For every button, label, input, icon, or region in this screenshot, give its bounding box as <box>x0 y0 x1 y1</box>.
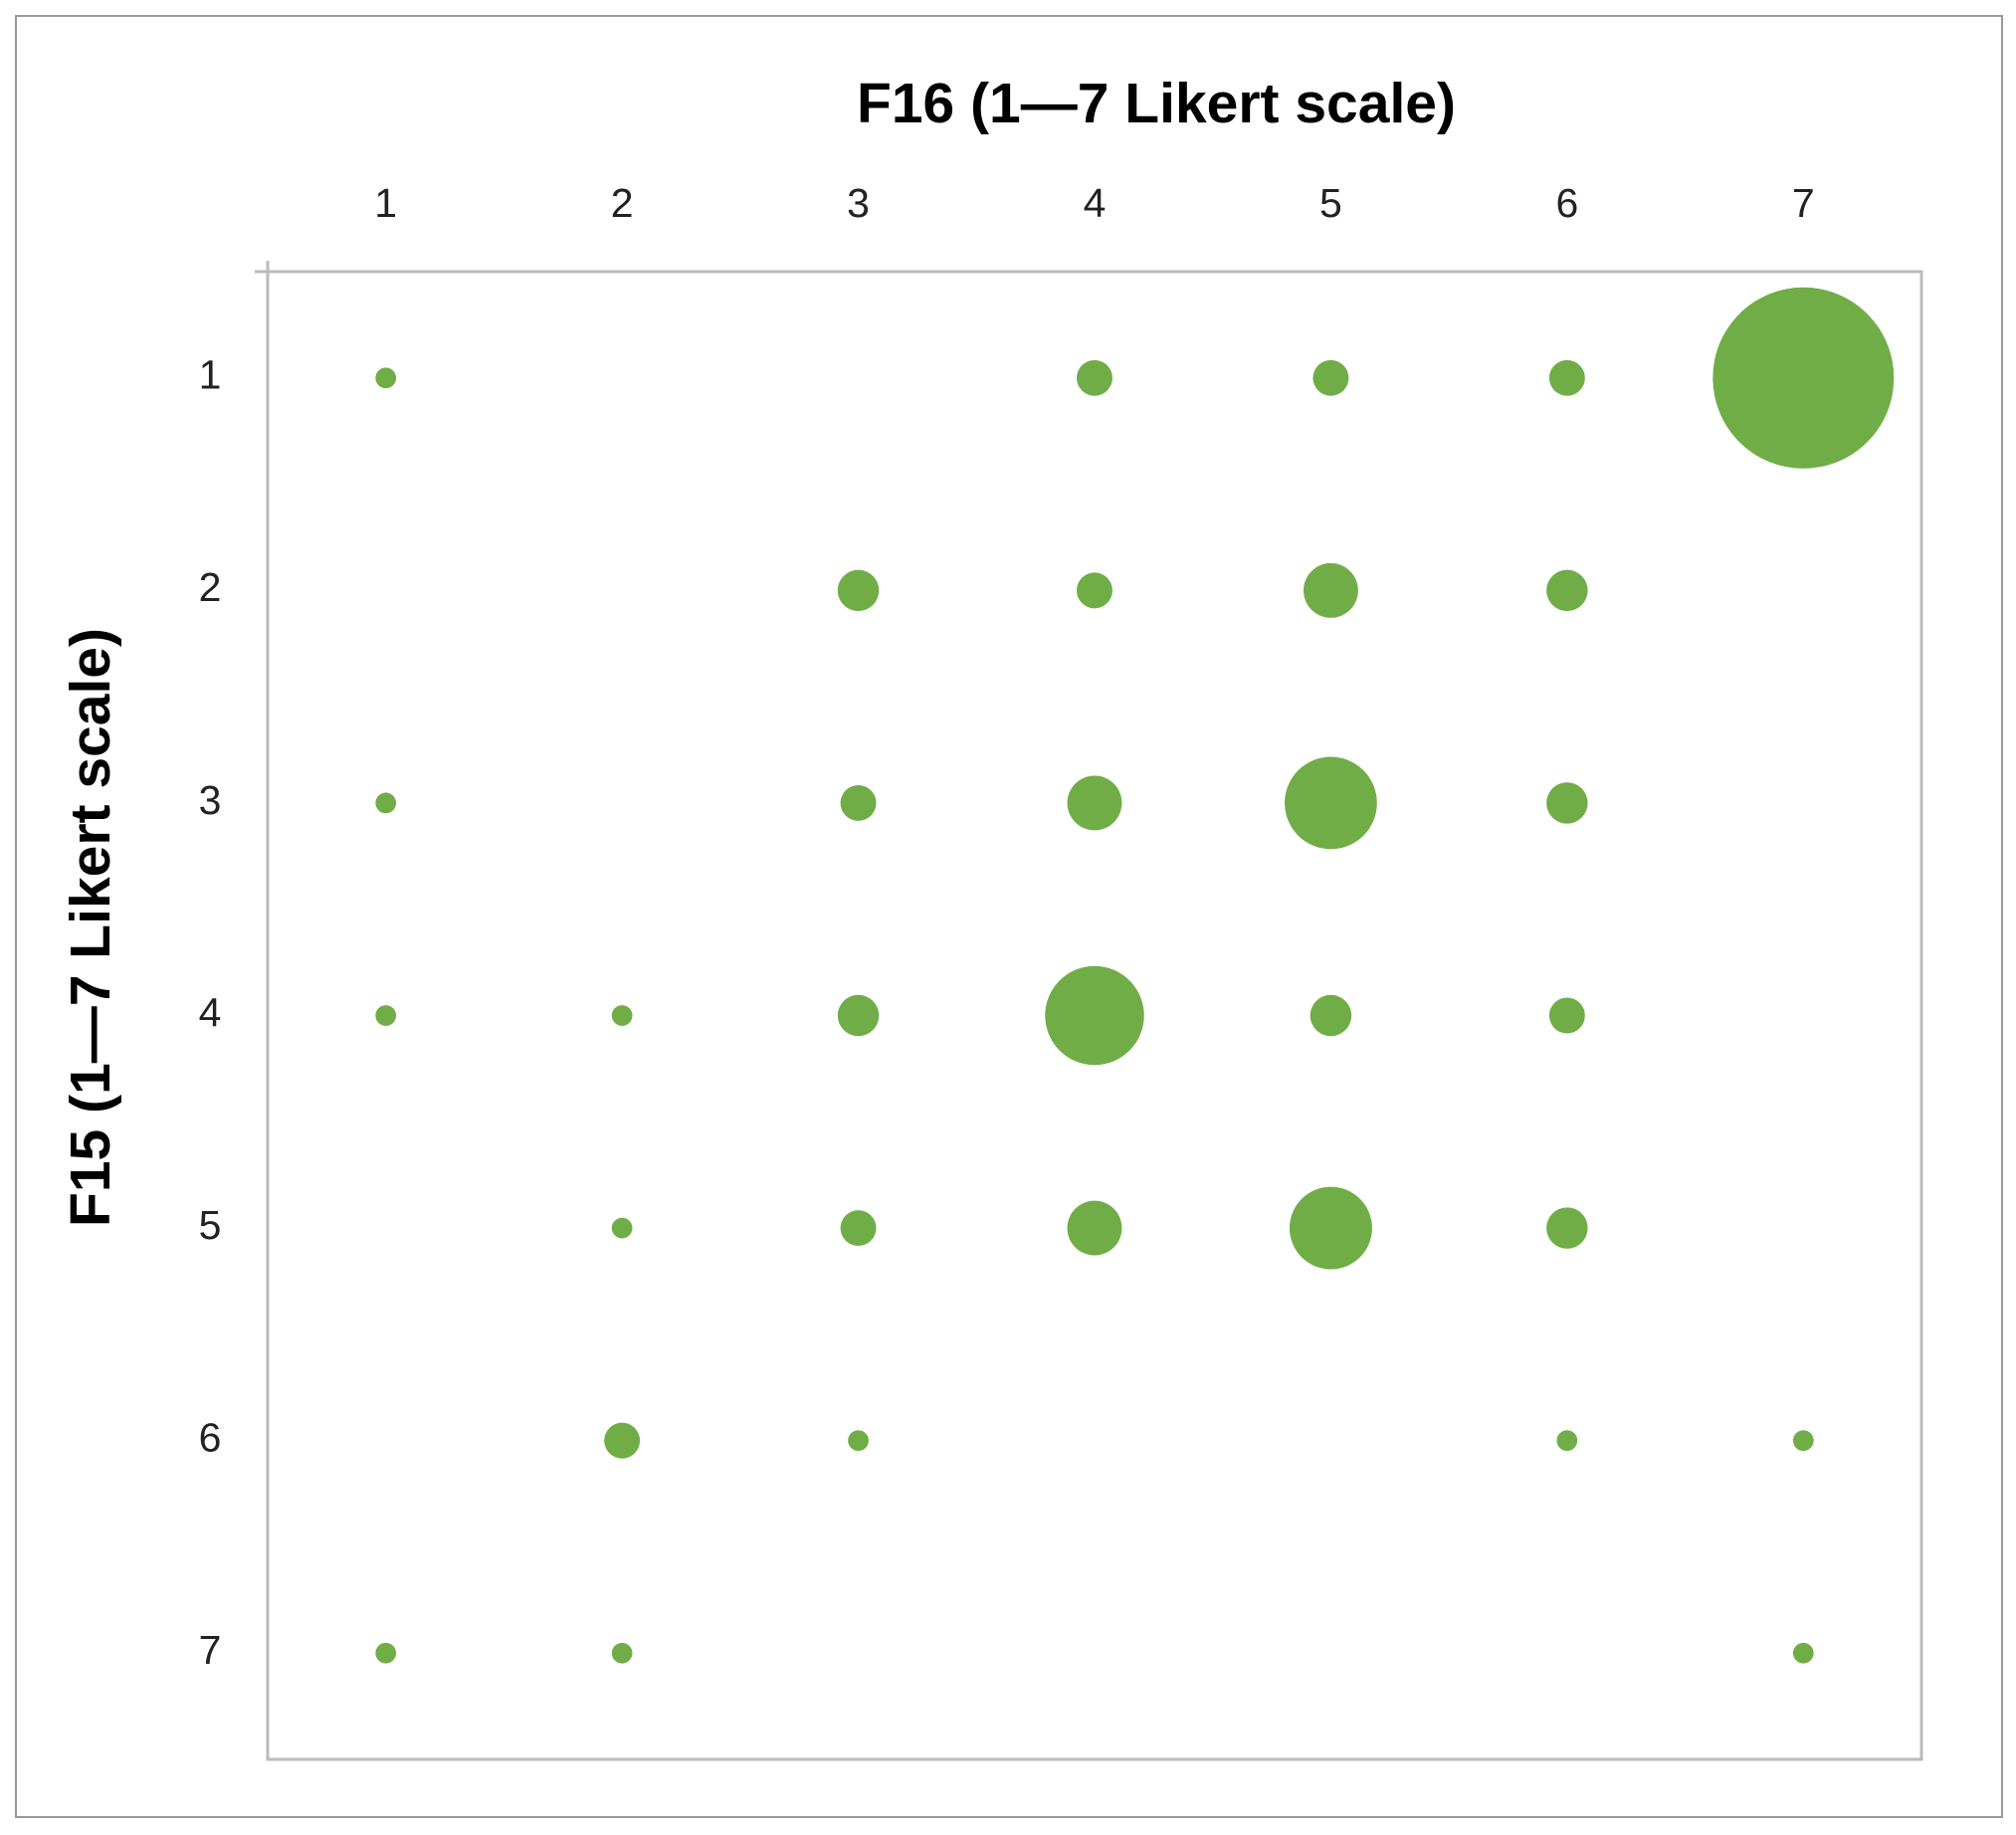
y-tick-label: 2 <box>199 564 222 610</box>
x-tick-label: 5 <box>1319 180 1342 226</box>
x-tick-label: 1 <box>374 180 397 226</box>
bubble <box>1546 569 1588 612</box>
bubble <box>1713 287 1895 469</box>
bubble <box>375 1642 397 1664</box>
bubble <box>375 792 397 814</box>
bubble <box>1546 782 1588 824</box>
frame <box>15 15 2003 1818</box>
bubble <box>611 1005 633 1026</box>
y-tick-label: 4 <box>199 989 222 1035</box>
y-tick-label: 3 <box>199 777 222 823</box>
bubble <box>1792 1430 1814 1452</box>
bubble <box>1546 1207 1588 1249</box>
bubble <box>1303 562 1358 618</box>
x-tick-label: 7 <box>1792 180 1815 226</box>
plot-area <box>266 270 1923 1761</box>
bubble <box>1067 775 1122 831</box>
bubble <box>840 1210 877 1247</box>
y-tick-label: 5 <box>199 1202 222 1248</box>
bubble <box>1077 572 1112 609</box>
bubble <box>1077 359 1112 396</box>
bubble <box>1285 756 1377 850</box>
y-tick-label: 7 <box>199 1627 222 1673</box>
bubble <box>1045 965 1144 1066</box>
bubble <box>837 994 880 1037</box>
y-tick-label: 6 <box>199 1414 222 1460</box>
y-tick-label: 1 <box>199 352 222 398</box>
bubble <box>840 784 877 821</box>
x-tick-label: 2 <box>611 180 634 226</box>
bubble <box>1792 1642 1814 1664</box>
bubble <box>375 367 397 389</box>
bubble <box>604 1422 641 1459</box>
x-tick-label: 6 <box>1555 180 1578 226</box>
bubble <box>1310 994 1352 1037</box>
bubble <box>1548 359 1585 396</box>
y-axis-title: F15 (1—7 Likert scale) <box>59 628 122 1227</box>
bubble <box>1548 997 1585 1034</box>
bubble <box>848 1430 869 1452</box>
chart-title: F16 (1—7 Likert scale) <box>857 72 1456 135</box>
bubble <box>1067 1200 1122 1256</box>
bubble <box>1556 1430 1578 1452</box>
x-tick-label: 4 <box>1084 180 1107 226</box>
bubble <box>1312 359 1349 396</box>
x-tick-label: 3 <box>847 180 870 226</box>
bubble <box>375 1005 397 1026</box>
bubble <box>837 569 880 612</box>
bubble <box>611 1642 633 1664</box>
bubble <box>611 1217 633 1239</box>
bubble <box>1289 1186 1372 1270</box>
